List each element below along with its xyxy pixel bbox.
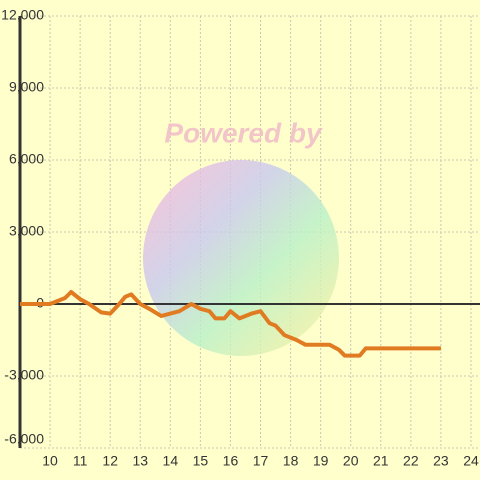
y-tick-label: -3,000 xyxy=(4,367,44,383)
x-tick-label: 22 xyxy=(403,453,419,469)
y-tick-label: 6,000 xyxy=(9,151,44,167)
x-tick-label: 16 xyxy=(223,453,239,469)
x-tick-label: 19 xyxy=(313,453,329,469)
data-line xyxy=(20,290,441,358)
x-tick-label: 24 xyxy=(463,453,479,469)
x-tick-label: 10 xyxy=(42,453,58,469)
watermark: Powered by xyxy=(164,117,323,148)
y-tick-label: 12,000 xyxy=(1,7,44,23)
x-tick-label: 15 xyxy=(193,453,209,469)
x-tick-label: 18 xyxy=(283,453,299,469)
x-tick-label: 17 xyxy=(253,453,269,469)
x-tick-label: 21 xyxy=(373,453,389,469)
y-tick-label: 3,000 xyxy=(9,223,44,239)
x-tick-label: 12 xyxy=(102,453,118,469)
y-tick-label: -6,000 xyxy=(4,431,44,447)
y-tick-label: 9,000 xyxy=(9,79,44,95)
x-tick-label: 13 xyxy=(132,453,148,469)
x-tick-label: 23 xyxy=(433,453,449,469)
watermark-logo xyxy=(143,160,339,356)
x-tick-label: 14 xyxy=(163,453,179,469)
x-tick-label: 20 xyxy=(343,453,359,469)
x-tick-label: 11 xyxy=(73,453,88,469)
